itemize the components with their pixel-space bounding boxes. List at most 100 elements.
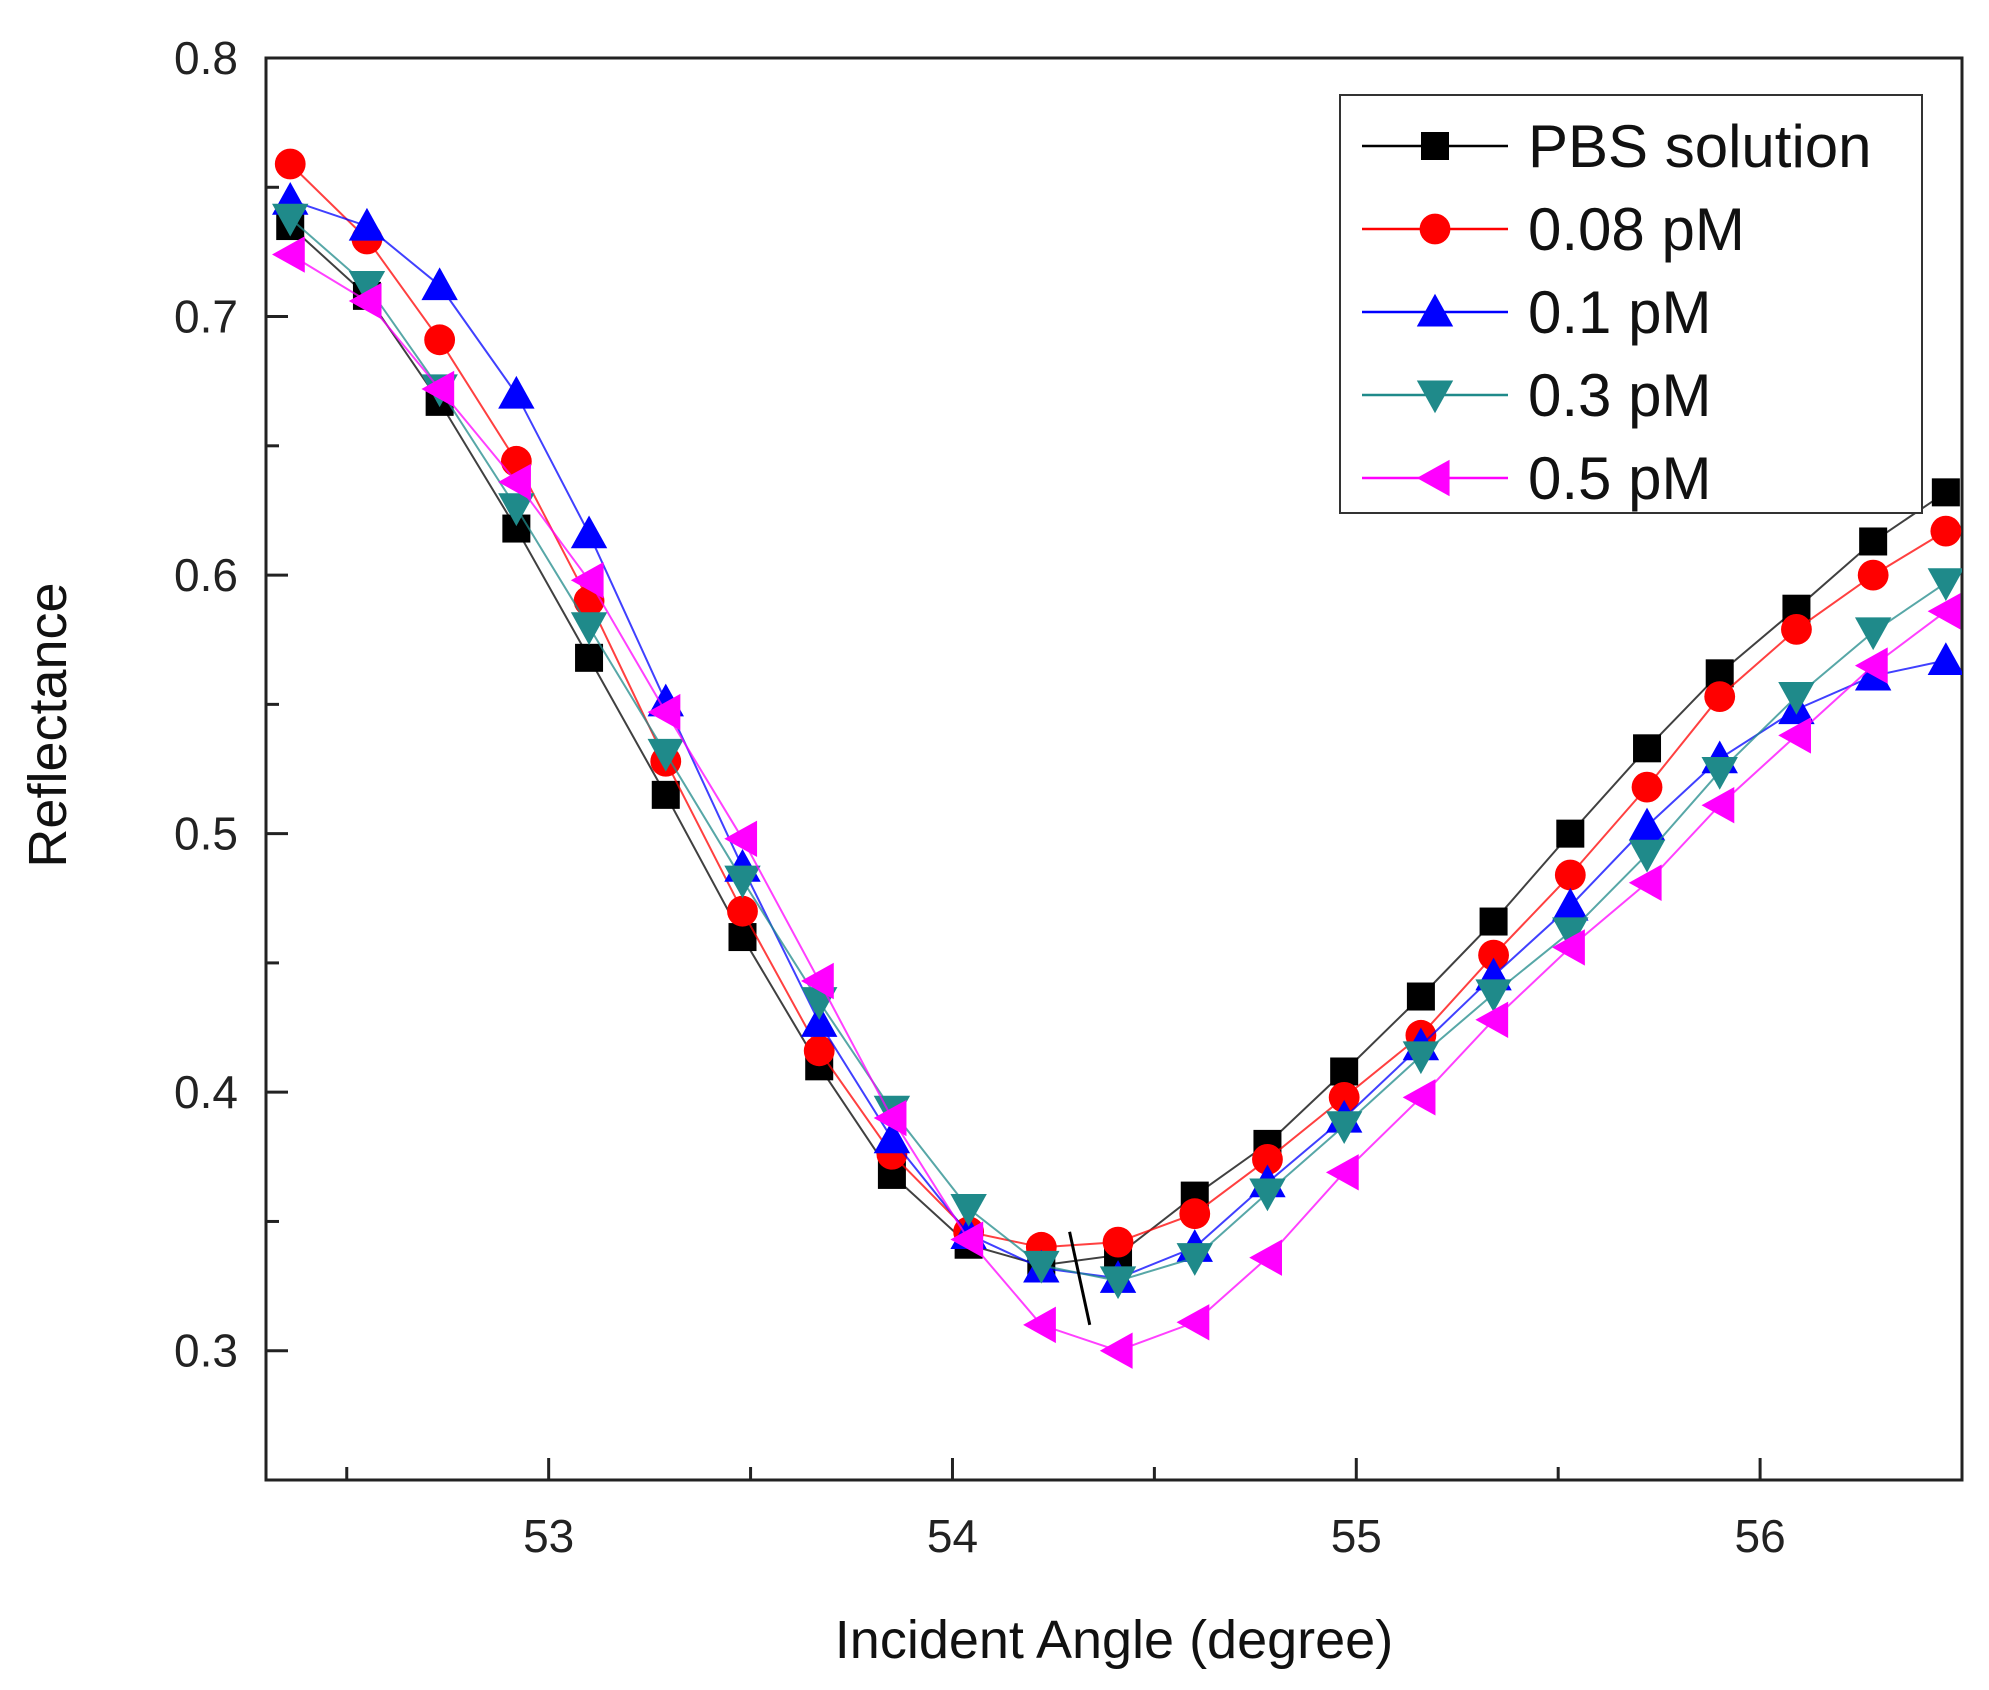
data-point-0-1-pm <box>1552 887 1589 921</box>
data-point-0-1-pm <box>498 375 535 409</box>
data-point-0-3-pm <box>1475 979 1512 1013</box>
data-point-pbs-solution <box>1556 819 1585 848</box>
data-point-0-08-pm <box>1179 1198 1211 1230</box>
legend-label-0-3-pm: 0.3 pM <box>1528 362 1711 429</box>
legend-marker-0-5-pm <box>1416 459 1450 497</box>
data-point-0-3-pm <box>1701 757 1738 790</box>
legend-entries: PBS solution 0.08 pM 0.1 pM 0.3 pM 0.5 pM <box>1362 113 1872 512</box>
axes <box>264 56 1964 1482</box>
data-point-0-5-pm <box>950 1221 984 1258</box>
plot-frame <box>264 56 1964 1482</box>
data-point-0-08-pm <box>1781 613 1812 645</box>
data-point-0-3-pm <box>272 203 309 237</box>
data-point-0-08-pm <box>1631 771 1663 803</box>
x-tick-label: 54 <box>927 1510 978 1562</box>
y-tick-label: 0.7 <box>174 291 238 343</box>
data-point-0-5-pm <box>272 236 305 273</box>
data-point-0-08-pm <box>1478 939 1509 971</box>
data-point-pbs-solution <box>1633 734 1662 763</box>
data-point-0-3-pm <box>348 270 386 304</box>
y-tick-label: 0.5 <box>174 808 238 860</box>
legend-marker-0-1-pm <box>1416 293 1454 327</box>
data-point-0-5-pm <box>873 1099 907 1137</box>
y-axis-title: Reflectance <box>18 582 78 867</box>
data-point-0-08-pm <box>727 895 758 927</box>
data-point-0-3-pm <box>570 612 608 645</box>
y-tick-label: 0.6 <box>174 549 238 601</box>
data-point-0-08-pm <box>803 1035 835 1067</box>
data-point-0-3-pm <box>724 865 761 899</box>
data-point-0-3-pm <box>1249 1178 1286 1212</box>
data-point-0-5-pm <box>348 282 382 320</box>
tick-labels: 53 54 55 56 0.3 0.4 0.5 0.6 0.7 0.8 <box>174 32 1786 1562</box>
plot-area <box>272 148 1962 1369</box>
legend-label-0-1-pm: 0.1 pM <box>1528 279 1711 346</box>
data-point-0-3-pm <box>950 1193 987 1227</box>
data-point-0-5-pm <box>1778 717 1811 754</box>
data-point-0-08-pm <box>1554 859 1586 891</box>
data-point-pbs-solution <box>1406 982 1435 1011</box>
data-point-0-5-pm <box>1402 1079 1436 1116</box>
data-point-pbs-solution <box>1859 527 1888 556</box>
data-point-0-5-pm <box>421 370 455 408</box>
x-tick-label: 53 <box>523 1510 574 1562</box>
data-point-0-5-pm <box>724 820 758 858</box>
data-point-0-3-pm <box>1325 1111 1363 1144</box>
series-0-3-pm <box>272 203 1962 1300</box>
data-point-0-08-pm <box>1704 681 1736 713</box>
data-point-pbs-solution <box>1330 1057 1359 1086</box>
legend-marker-pbs-solution <box>1421 132 1449 160</box>
data-point-0-5-pm <box>1176 1304 1210 1341</box>
x-axis-title: Incident Angle (degree) <box>835 1610 1393 1670</box>
legend-label-0-08-pm: 0.08 pM <box>1528 196 1745 263</box>
series-0-5-pm <box>272 236 1961 1369</box>
x-tick-label: 56 <box>1735 1510 1786 1562</box>
data-point-0-3-pm <box>1927 568 1962 602</box>
data-point-0-1-pm <box>1927 642 1962 675</box>
x-tick-label: 55 <box>1331 1510 1382 1562</box>
data-point-0-5-pm <box>498 463 531 501</box>
data-point-0-5-pm <box>1325 1154 1359 1191</box>
data-point-0-1-pm <box>1628 807 1666 841</box>
data-point-0-3-pm <box>1176 1243 1213 1276</box>
data-point-0-1-pm <box>801 1004 838 1037</box>
data-point-0-3-pm <box>647 738 684 772</box>
y-tick-label: 0.8 <box>174 32 238 84</box>
data-point-pbs-solution <box>651 780 680 809</box>
data-point-0-3-pm <box>1099 1266 1137 1300</box>
y-tick-label: 0.4 <box>174 1066 238 1118</box>
data-point-pbs-solution <box>1479 907 1508 936</box>
data-point-0-08-pm <box>274 148 306 180</box>
legend-marker-0-08-pm <box>1419 213 1451 245</box>
data-point-0-5-pm <box>1552 929 1585 966</box>
data-point-0-08-pm <box>1857 559 1889 591</box>
data-point-0-3-pm <box>1402 1041 1440 1075</box>
data-point-0-5-pm <box>1249 1239 1283 1276</box>
data-point-0-5-pm <box>570 562 604 599</box>
data-point-0-08-pm <box>1930 515 1962 547</box>
data-point-0-1-pm <box>421 267 458 301</box>
data-point-0-5-pm <box>1023 1306 1056 1344</box>
data-point-0-3-pm <box>498 493 535 527</box>
data-point-0-5-pm <box>1854 647 1888 684</box>
data-point-0-3-pm <box>1552 917 1589 951</box>
data-point-0-08-pm <box>1252 1144 1283 1175</box>
legend-label-0-5-pm: 0.5 pM <box>1528 445 1711 512</box>
data-point-0-5-pm <box>1628 864 1662 901</box>
data-point-0-3-pm <box>1023 1250 1060 1284</box>
y-tick-label: 0.3 <box>174 1325 238 1377</box>
legend: PBS solution 0.08 pM 0.1 pM 0.3 pM 0.5 pM <box>1339 94 1923 514</box>
data-point-pbs-solution <box>575 643 604 672</box>
legend-label-pbs-solution: PBS solution <box>1528 113 1872 180</box>
data-point-0-08-pm <box>424 324 456 356</box>
data-point-0-3-pm <box>1628 839 1666 873</box>
data-point-0-5-pm <box>1099 1332 1133 1369</box>
data-point-0-5-pm <box>1701 786 1735 824</box>
data-point-0-3-pm <box>1778 682 1815 715</box>
data-point-0-08-pm <box>1102 1226 1134 1258</box>
data-point-pbs-solution <box>1931 478 1960 507</box>
data-point-0-5-pm <box>1475 1001 1509 1038</box>
data-point-0-1-pm <box>873 1120 911 1154</box>
data-point-0-08-pm <box>1328 1081 1360 1113</box>
